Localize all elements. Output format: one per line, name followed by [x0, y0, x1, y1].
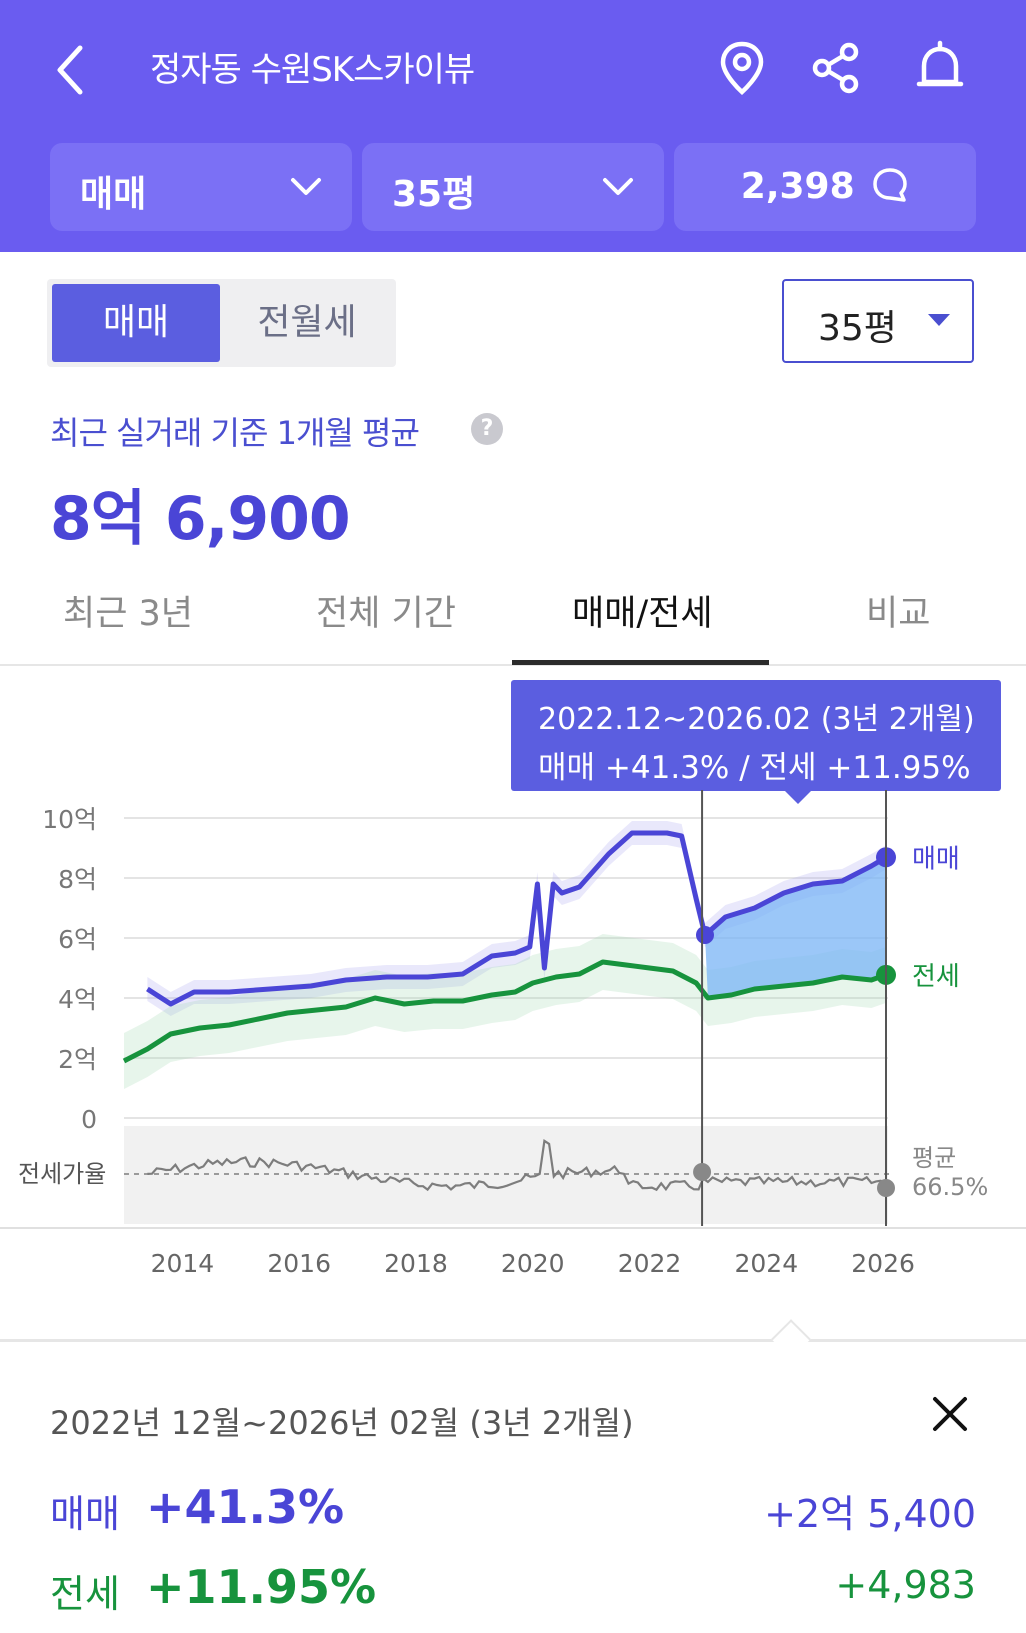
back-arrow-icon[interactable] — [52, 40, 92, 100]
x-tick-label: 2022 — [618, 1249, 682, 1278]
tab-all-period[interactable]: 전체 기간 — [316, 594, 456, 634]
selection-markers[interactable] — [693, 790, 895, 1226]
trade-type-dropdown[interactable]: 매매 — [50, 143, 352, 231]
bell-icon[interactable] — [910, 38, 970, 98]
complex-title: 정자동 수원SK스카이뷰 — [150, 50, 475, 90]
tab-sale-rent[interactable]: 매매/전세 — [572, 594, 713, 634]
chart-grid — [124, 817, 888, 1119]
size-value: 35평 — [392, 174, 476, 215]
chevron-down-icon — [603, 178, 633, 195]
summary-divider — [0, 1339, 1026, 1342]
x-axis-labels: 2014 2016 2018 2020 2022 2024 2026 — [0, 1227, 1026, 1278]
y-tick-label: 4억 — [58, 985, 97, 1014]
ratio-average-value: 66.5% — [912, 1173, 988, 1201]
help-icon[interactable]: ? — [471, 413, 503, 445]
size-select[interactable]: 35평 — [782, 279, 974, 363]
caret-down-icon — [928, 314, 950, 326]
chevron-down-icon — [291, 178, 321, 195]
summary-rent-amount: +4,983 — [835, 1563, 976, 1607]
selection-handle — [693, 1163, 712, 1181]
summary-period: 2022년 12월~2026년 02월 (3년 2개월) — [50, 1404, 634, 1442]
map-pin-icon[interactable] — [712, 38, 772, 98]
summary-sale-amount: +2억 5,400 — [764, 1492, 976, 1536]
summary-rent-pct: +11.95% — [146, 1560, 377, 1614]
size-select-value: 35평 — [818, 308, 897, 349]
rent-line — [122, 959, 887, 1064]
tooltip-change: 매매 +41.3% / 전세 +11.95% — [538, 750, 971, 786]
tooltip-pointer — [784, 790, 812, 804]
active-tab-indicator — [512, 660, 769, 665]
x-tick-label: 2026 — [851, 1249, 915, 1278]
comments-button[interactable]: 2,398 — [674, 143, 976, 231]
average-label: 최근 실거래 기준 1개월 평균 — [50, 414, 420, 452]
rent-band — [124, 934, 886, 1089]
size-dropdown[interactable]: 35평 — [362, 143, 664, 231]
summary-sale-label: 매매 — [50, 1492, 120, 1536]
app-header: 정자동 수원SK스카이뷰 매매 35평 2,398 — [0, 0, 1026, 252]
y-tick-label: 8억 — [58, 865, 97, 894]
close-icon[interactable] — [930, 1394, 970, 1434]
x-tick-label: 2020 — [501, 1249, 565, 1278]
x-tick-label: 2016 — [267, 1249, 331, 1278]
sale-series-label: 매매 — [912, 844, 960, 874]
y-tick-label: 2억 — [58, 1045, 97, 1074]
ratio-label: 전세가율 — [18, 1160, 106, 1188]
summary-sale-pct: +41.3% — [146, 1480, 345, 1534]
ratio-line — [147, 1139, 886, 1192]
selection-handle — [877, 1179, 895, 1197]
summary-rent-label: 전세 — [50, 1572, 120, 1616]
chat-bubble-icon — [873, 168, 907, 202]
y-tick-label: 0 — [81, 1105, 97, 1134]
rent-series-label: 전세 — [912, 962, 960, 992]
segment-rent[interactable]: 전월세 — [257, 302, 357, 343]
average-price: 8억 6,900 — [50, 484, 351, 554]
trade-segment-control: 매매 전월세 — [47, 279, 396, 367]
segment-sale[interactable]: 매매 — [52, 284, 220, 362]
sale-line — [146, 830, 888, 1007]
y-axis-labels: 10억 8억 6억 4억 2억 0 — [42, 805, 97, 1134]
sale-start-point — [695, 926, 714, 944]
trade-type-value: 매매 — [80, 174, 147, 215]
tab-recent-3y[interactable]: 최근 3년 — [63, 594, 193, 634]
tab-compare[interactable]: 비교 — [866, 594, 931, 634]
share-icon[interactable] — [807, 38, 867, 98]
selection-area — [705, 857, 886, 998]
y-tick-label: 6억 — [58, 925, 97, 954]
selection-fill — [705, 857, 886, 998]
range-tooltip: 2022.12~2026.02 (3년 2개월) 매매 +41.3% / 전세 … — [511, 680, 1001, 804]
tooltip-range: 2022.12~2026.02 (3년 2개월) — [538, 702, 975, 737]
x-tick-label: 2024 — [734, 1249, 798, 1278]
comment-count: 2,398 — [740, 166, 855, 207]
y-tick-label: 10억 — [42, 805, 97, 834]
x-tick-label: 2014 — [151, 1249, 215, 1278]
summary-notch — [771, 1319, 811, 1359]
ratio-average-label: 평균 — [912, 1144, 956, 1172]
tabs-divider — [0, 664, 1026, 666]
x-tick-label: 2018 — [384, 1249, 448, 1278]
